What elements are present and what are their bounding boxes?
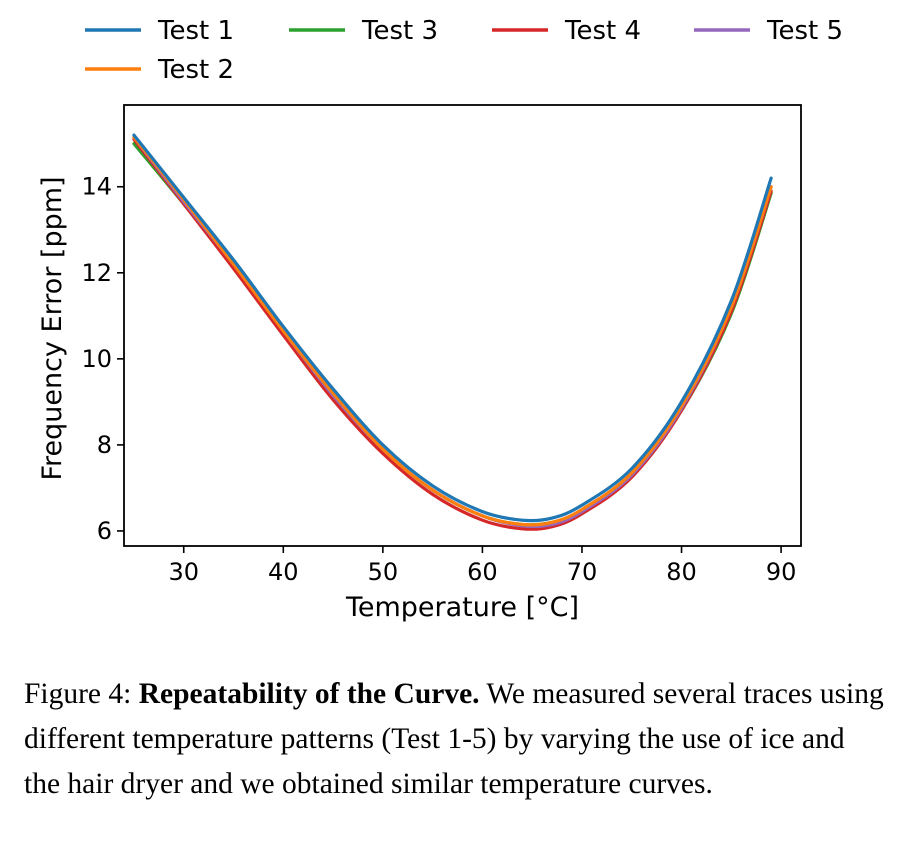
series-line-test-1: [132, 133, 773, 523]
x-tick-label: 70: [567, 558, 598, 586]
chart-series-layer: [132, 133, 773, 531]
plot-area-frame: [123, 104, 802, 547]
series-line-test-5: [132, 135, 773, 529]
x-axis-label: Temperature [°C]: [345, 592, 579, 623]
y-tick-label: 10: [81, 345, 112, 373]
x-axis: 30 40 50 60 70 80 90: [168, 546, 796, 586]
x-tick-label: 80: [666, 558, 697, 586]
x-tick-label: 30: [168, 558, 199, 586]
chart-legend: Test 1 Test 2 Test 3 Test 4 Test 5: [85, 16, 843, 85]
y-tick-label: 6: [97, 517, 112, 545]
y-tick-label: 14: [81, 173, 112, 201]
legend-label-test-3: Test 3: [361, 16, 438, 46]
y-axis: 6 8 10 12 14: [81, 173, 124, 545]
caption-body: We measured several traces using differe…: [24, 678, 884, 800]
caption-title: Repeatability of the Curve.: [138, 678, 480, 710]
y-tick-label: 12: [81, 259, 112, 287]
y-tick-label: 8: [97, 431, 112, 459]
series-line-test-2: [132, 135, 773, 527]
x-tick-label: 90: [766, 558, 797, 586]
legend-label-test-5: Test 5: [766, 16, 843, 46]
series-line-test-4: [132, 137, 773, 531]
x-tick-label: 40: [268, 558, 299, 586]
legend-label-test-2: Test 2: [157, 55, 234, 85]
caption-figure-number: Figure 4:: [24, 678, 139, 710]
legend-label-test-1: Test 1: [157, 16, 234, 46]
figure-caption: Figure 4: Repeatability of the Curve. We…: [24, 672, 884, 807]
x-tick-label: 60: [467, 558, 498, 586]
y-axis-label: Frequency Error [ppm]: [37, 176, 68, 480]
line-chart-figure: Test 1 Test 2 Test 3 Test 4 Test 5 30 40 50 60 7…: [37, 16, 843, 623]
legend-label-test-4: Test 4: [564, 16, 641, 46]
x-tick-label: 50: [368, 558, 399, 586]
series-line-test-3: [132, 142, 773, 527]
